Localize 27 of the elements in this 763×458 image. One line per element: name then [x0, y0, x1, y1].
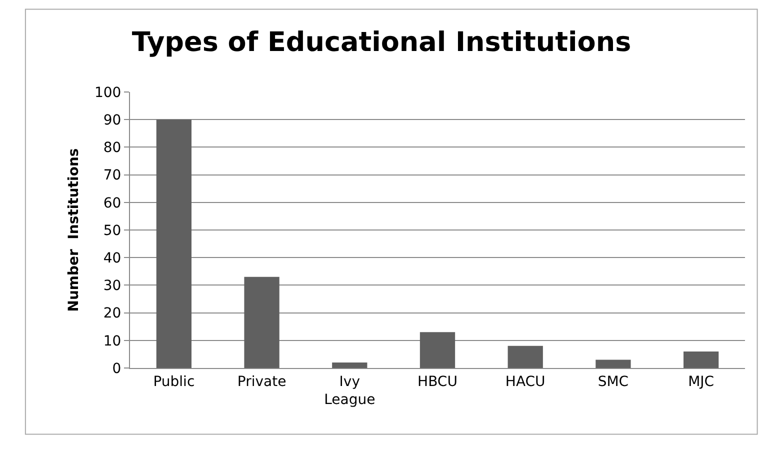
- x-tick-label: HBCU: [418, 374, 458, 390]
- y-axis-title: Number Institutions: [66, 148, 82, 312]
- y-tick-label: 40: [103, 250, 122, 266]
- y-tick-label: 0: [112, 360, 122, 377]
- x-tick-label: Private: [237, 374, 286, 390]
- chart-title: Types of Educational Institutions: [132, 26, 632, 58]
- bar: [596, 360, 631, 368]
- y-tick-label: 90: [103, 112, 122, 128]
- x-tick-label: MJC: [688, 374, 714, 390]
- bar: [684, 351, 719, 368]
- x-tick-label: Ivy League: [324, 374, 376, 408]
- y-tick-label: 80: [103, 140, 122, 156]
- y-tick-label: 30: [103, 278, 122, 294]
- x-tick-label: Public: [153, 374, 195, 390]
- bar: [332, 362, 368, 368]
- y-tick-label: 60: [103, 195, 122, 212]
- y-tick-label: 70: [103, 168, 122, 184]
- x-tick-label: SMC: [598, 374, 629, 390]
- bar: [420, 332, 456, 368]
- y-tick-label: 50: [103, 222, 122, 239]
- y-tick-label: 20: [103, 306, 122, 322]
- bar: [156, 120, 192, 368]
- y-tick-label: 10: [103, 333, 122, 350]
- x-tick-label: HACU: [505, 374, 546, 390]
- bar: [508, 346, 543, 368]
- bar: [244, 276, 280, 368]
- y-tick-label: 100: [94, 84, 122, 101]
